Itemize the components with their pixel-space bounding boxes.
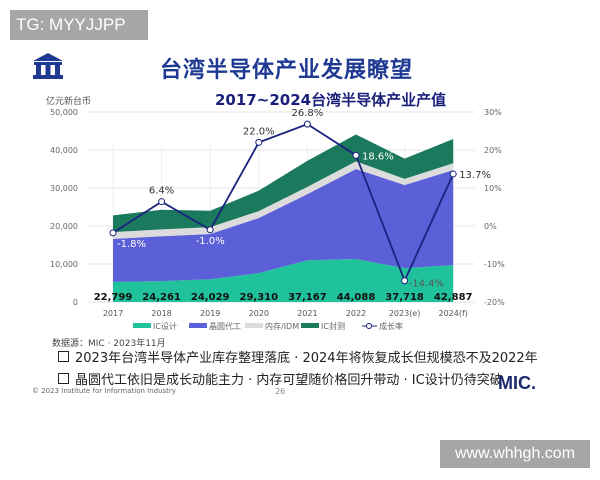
mic-logo: MIC.	[498, 373, 536, 393]
x-tick-label: 2023(e)	[389, 309, 421, 318]
total-label: 44,088	[337, 292, 376, 303]
watermark-url: www.whhgh.com	[440, 440, 590, 468]
y-tick-label: 30,000	[50, 184, 78, 193]
growth-label: -1.0%	[196, 236, 225, 247]
x-tick-label: 2020	[249, 309, 269, 318]
growth-label: 13.7%	[459, 170, 491, 181]
area-内存/IDM	[113, 161, 454, 239]
y2-tick-label: -20%	[484, 298, 505, 307]
page-number: 26	[275, 387, 286, 396]
y2-tick-label: 0%	[484, 222, 497, 231]
slide-title: 台湾半导体产业发展瞭望	[160, 58, 414, 83]
legend-label: 晶圆代工	[209, 321, 241, 331]
checkbox-square-icon	[58, 351, 69, 362]
growth-point	[206, 226, 214, 234]
copyright: © 2023 Institute for Information Industr…	[32, 387, 176, 395]
y-tick-label: 20,000	[50, 222, 78, 231]
x-tick-label: 2017	[103, 309, 123, 318]
total-label: 37,167	[288, 292, 327, 303]
y2-tick-label: 20%	[484, 146, 502, 155]
total-label: 42,887	[434, 292, 473, 303]
bullet-2: 晶圆代工依旧是成长动能主力 · 内存可望随价格回升带动 · IC设计仍待突破	[58, 369, 503, 388]
growth-point	[303, 120, 311, 128]
total-label: 22,799	[94, 292, 133, 303]
growth-point	[449, 170, 457, 178]
chart-title: 2017~2024台湾半导体产业产值	[215, 91, 447, 109]
x-tick-label: 2019	[200, 309, 220, 318]
legend-swatch	[245, 323, 263, 328]
y2-tick-label: -10%	[484, 260, 505, 269]
bullet-1: 2023年台湾半导体产业库存整理落底 · 2024年将恢复成长但规模恐不及202…	[58, 347, 538, 366]
growth-label: 6.4%	[149, 186, 174, 197]
chart: 亿元新台币 0 10,000 20,000 30,000 40,000 50,000 -20…	[46, 95, 505, 331]
bullet-text: 2023年台湾半导体产业库存整理落底 · 2024年将恢复成长但规模恐不及202…	[75, 351, 538, 366]
total-label: 24,261	[142, 292, 181, 303]
y2-tick-label: 30%	[484, 108, 502, 117]
growth-point	[109, 229, 117, 237]
source-note: 数据源：MIC · 2023年11月	[52, 339, 166, 349]
growth-point	[401, 277, 409, 285]
growth-label: 26.8%	[292, 108, 324, 119]
legend-swatch	[301, 323, 319, 328]
y2-tick-label: 10%	[484, 184, 502, 193]
bullet-text: 晶圆代工依旧是成长动能主力 · 内存可望随价格回升带动 · IC设计仍待突破	[75, 373, 503, 388]
legend-marker	[366, 323, 372, 329]
institution-building-icon	[33, 53, 63, 83]
legend-label: 成长率	[379, 321, 403, 331]
y-tick-label: 40,000	[50, 146, 78, 155]
growth-label: 22.0%	[243, 126, 275, 137]
growth-point	[352, 151, 360, 159]
x-tick-label: 2018	[151, 309, 171, 318]
growth-line	[112, 123, 455, 284]
y-tick-label: 10,000	[50, 260, 78, 269]
legend-label: IC设计	[153, 321, 177, 331]
y-tick-label: 0	[73, 298, 78, 307]
x-tick-label: 2022	[346, 309, 366, 318]
growth-point	[158, 198, 166, 206]
legend-swatch	[189, 323, 207, 328]
checkbox-square-icon	[58, 373, 69, 384]
legend-swatch	[133, 323, 151, 328]
x-tick-label: 2024(f)	[438, 309, 467, 318]
watermark-label: TG: MYYJJPP	[10, 10, 148, 40]
y-tick-label: 50,000	[50, 108, 78, 117]
x-tick-label: 2021	[297, 309, 317, 318]
legend-label: 内存/IDM	[265, 321, 299, 331]
growth-label: -14.4%	[409, 279, 444, 290]
total-label: 29,310	[240, 292, 279, 303]
area-晶圆代工	[113, 169, 454, 282]
total-label: 24,029	[191, 292, 230, 303]
growth-point	[255, 138, 263, 146]
growth-label: 18.6%	[362, 151, 394, 162]
area-IC封测	[113, 134, 454, 233]
growth-label: -1.8%	[117, 239, 146, 250]
legend-label: IC封测	[321, 321, 345, 331]
y-axis-label: 亿元新台币	[46, 95, 91, 107]
area-IC设计	[113, 259, 454, 302]
total-label: 37,718	[385, 292, 424, 303]
